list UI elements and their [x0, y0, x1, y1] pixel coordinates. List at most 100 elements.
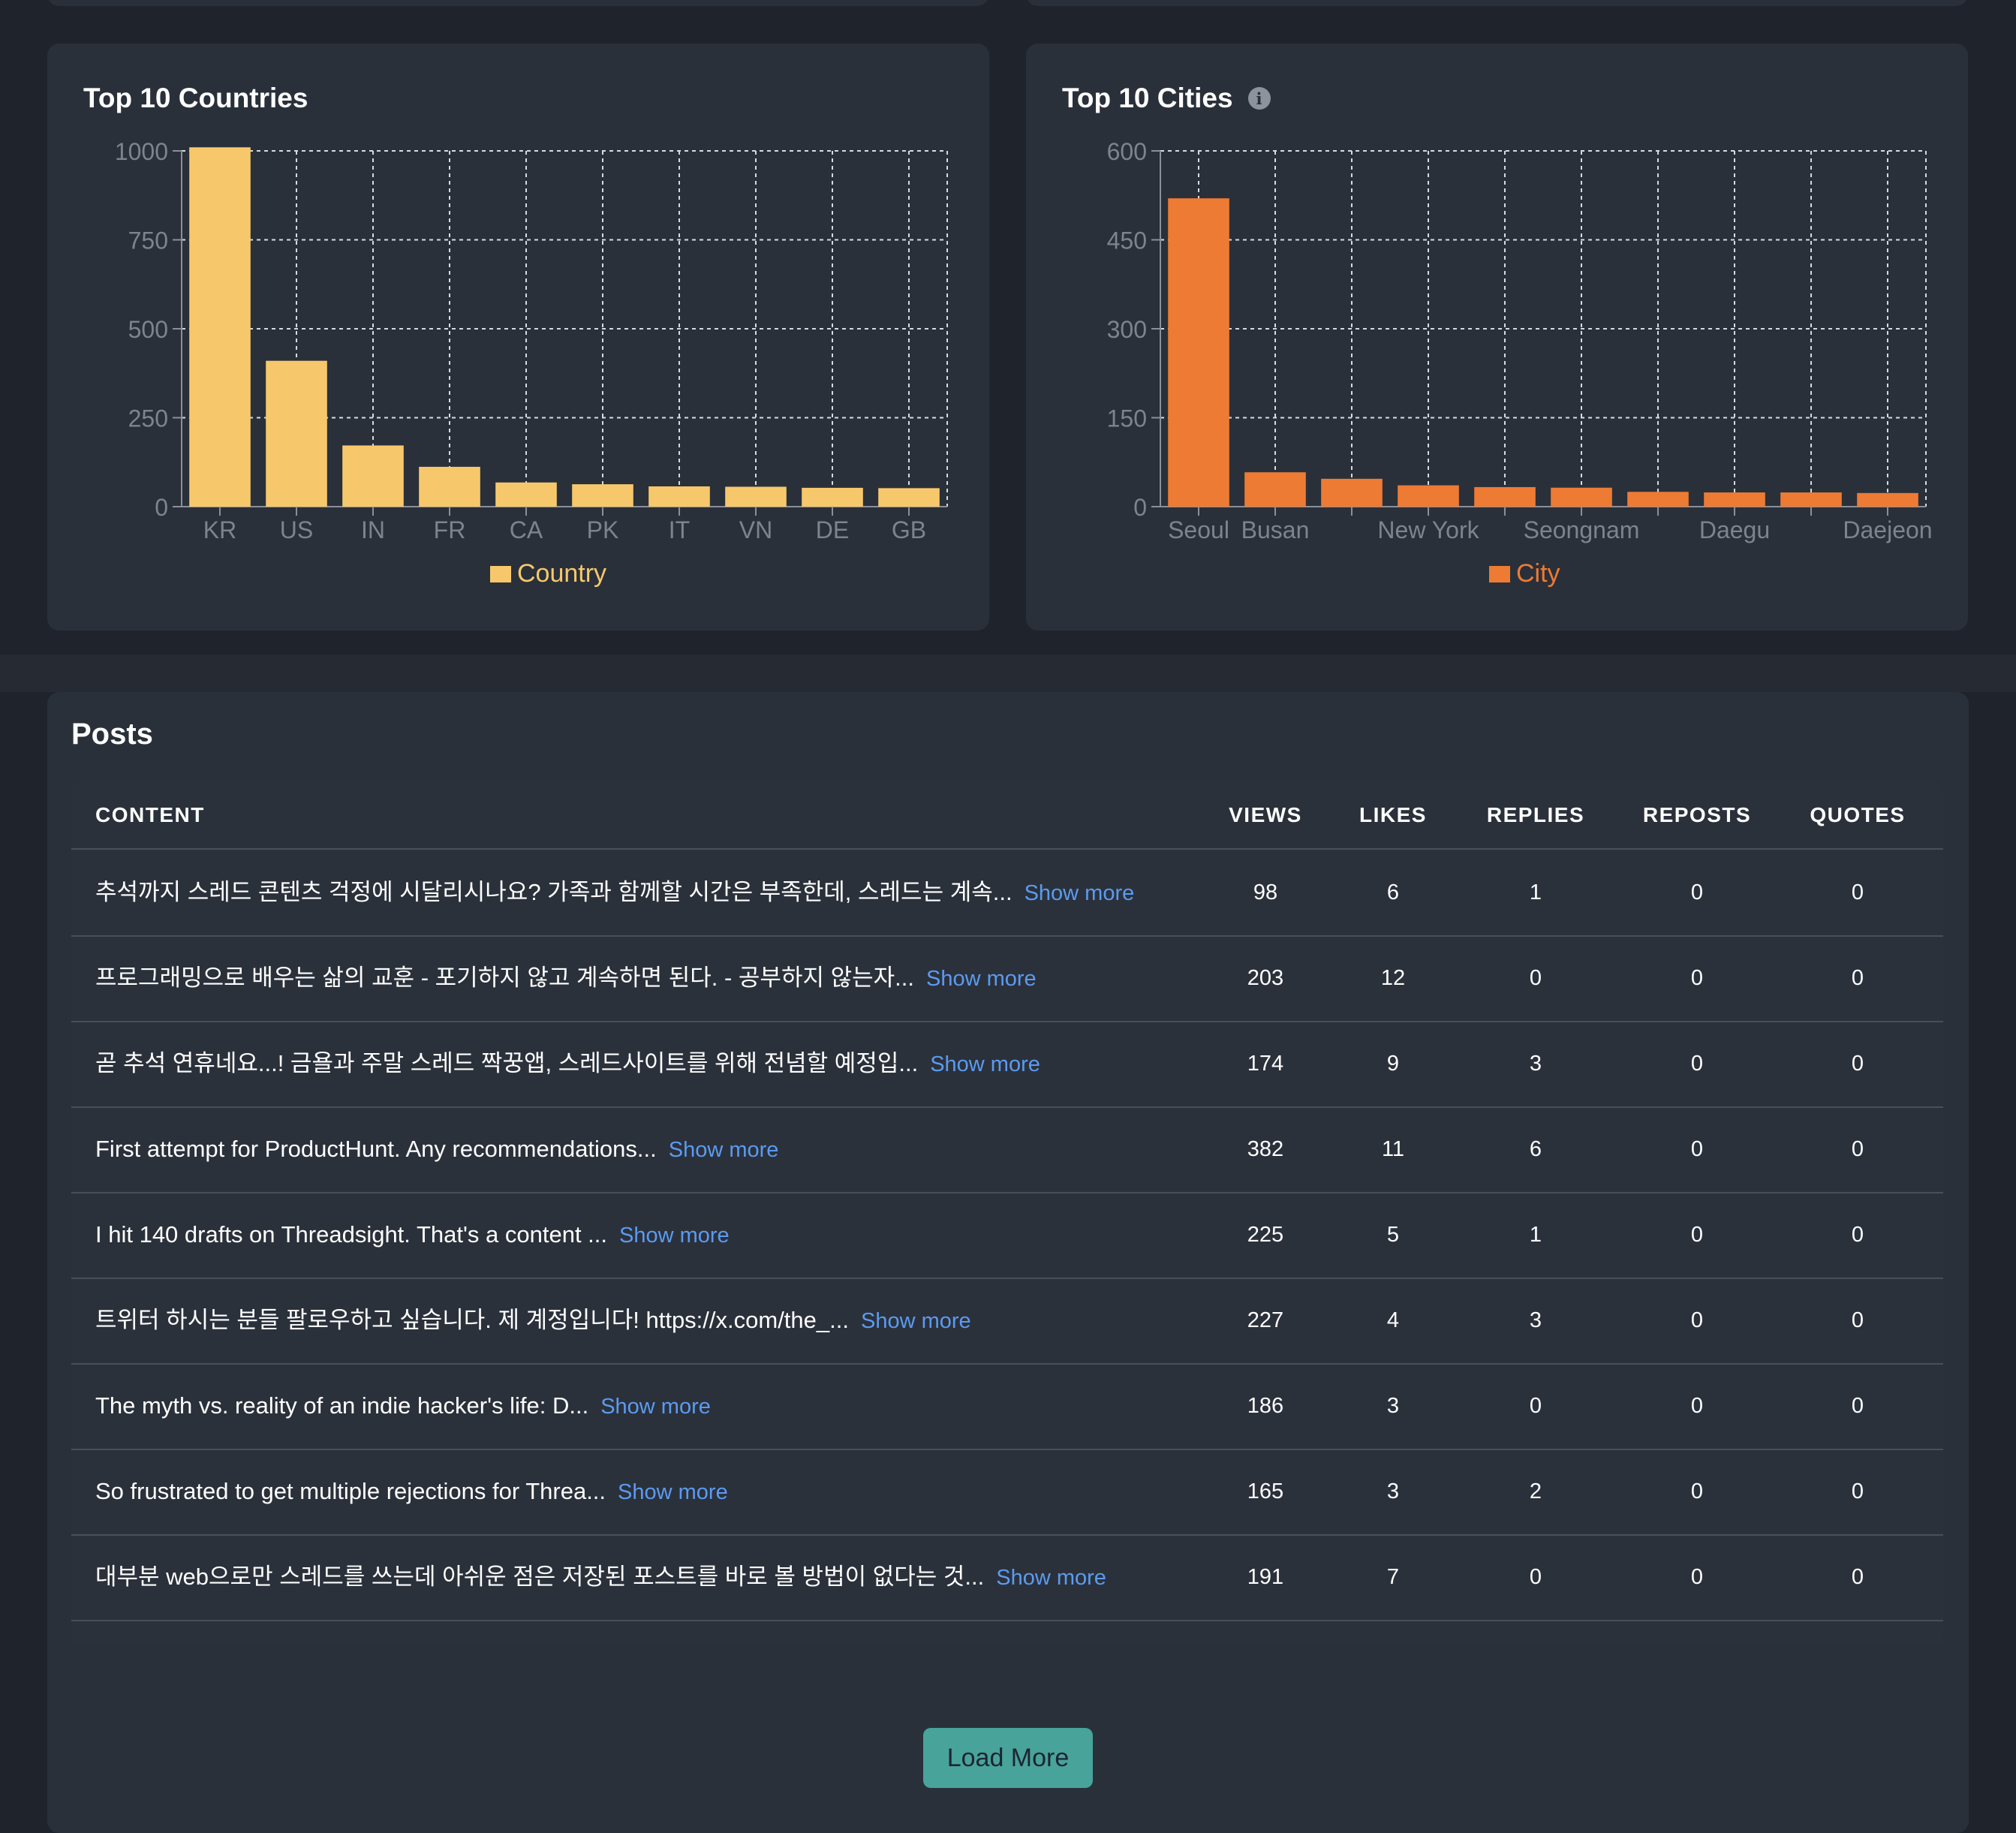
post-replies-value: 2 [1476, 1620, 1596, 1645]
post-content-text: First attempt for ProductHunt. Any recom… [95, 1136, 657, 1162]
post-replies-value: 0 [1529, 966, 1542, 990]
show-more-link[interactable]: Show more [618, 1480, 728, 1504]
cities-x-tick-label: Seoul [1168, 516, 1229, 543]
countries-bar[interactable] [495, 482, 557, 507]
header-reposts[interactable]: REPOSTS [1642, 803, 1752, 826]
table-row[interactable]: 곧 추석 연휴네요...! 금욜과 주말 스레드 짝꿍앱, 스레드사이트를 위해… [71, 1021, 1943, 1108]
countries-x-tick-label: PK [587, 516, 619, 543]
table-row[interactable]: 대부분 web으로만 스레드를 쓰는데 아쉬운 점은 저장된 포스트를 바로 볼… [71, 1534, 1943, 1621]
cities-x-tick-label: Seongnam [1524, 516, 1640, 543]
show-more-link[interactable]: Show more [996, 1566, 1106, 1590]
cities-bar[interactable] [1857, 492, 1918, 507]
load-more-button[interactable]: Load More [923, 1728, 1093, 1788]
cities-legend-swatch[interactable] [1489, 566, 1510, 582]
post-reposts-value: 0 [1690, 1479, 1704, 1503]
post-content-text: 곧 추석 연휴네요...! 금욜과 주말 스레드 짝꿍앱, 스레드사이트를 위해… [95, 1050, 919, 1076]
post-content-cell: So frustrated to get multiple rejections… [95, 1449, 728, 1534]
countries-bar[interactable] [648, 486, 710, 507]
header-quotes[interactable]: QUOTES [1810, 803, 1906, 826]
post-quotes-value: 0 [1851, 1223, 1864, 1247]
cities-legend-label[interactable]: City [1516, 559, 1560, 588]
post-content-text: 대부분 web으로만 스레드를 쓰는데 아쉬운 점은 저장된 포스트를 바로 볼… [95, 1564, 985, 1590]
header-views[interactable]: VIEWS [1229, 803, 1302, 826]
post-content-cell: 곧 추석 연휴네요...! 금욜과 주말 스레드 짝꿍앱, 스레드사이트를 위해… [95, 1021, 1040, 1106]
show-more-link[interactable]: Show more [1024, 881, 1135, 905]
post-likes-value: 3 [1386, 1479, 1400, 1503]
countries-x-tick-label: DE [816, 516, 849, 543]
countries-bar[interactable] [878, 488, 940, 507]
countries-y-tick-label: 500 [128, 316, 168, 343]
countries-bar[interactable] [266, 360, 327, 507]
table-row[interactable]: 추석까지 스레드 콘텐츠 걱정에 시달리시나요? 가족과 함께할 시간은 부족한… [71, 850, 1943, 937]
table-row[interactable]: So frustrated to get multiple rejections… [71, 1449, 1943, 1536]
table-row[interactable]: 메타에서 스레드사이트 공식 운영을 위해 추가로 요구한 문서를 하루 만에 … [71, 1620, 1943, 1645]
post-likes-value: 7 [1386, 1565, 1400, 1589]
countries-bar[interactable] [802, 487, 863, 507]
countries-bar[interactable] [572, 484, 633, 507]
table-row[interactable]: 트위터 하시는 분들 팔로우하고 싶습니다. 제 계정입니다! https://… [71, 1278, 1943, 1365]
post-quotes-value: 0 [1851, 1308, 1864, 1332]
show-more-link[interactable]: Show more [930, 1052, 1040, 1076]
countries-x-tick-label: KR [203, 516, 236, 543]
countries-bar[interactable] [419, 466, 480, 507]
countries-x-tick-label: GB [892, 516, 926, 543]
countries-bar[interactable] [189, 147, 251, 507]
table-row[interactable]: First attempt for ProductHunt. Any recom… [71, 1106, 1943, 1193]
info-icon[interactable]: i [1247, 87, 1271, 110]
cities-bar[interactable] [1551, 487, 1612, 507]
top-cities-bar-chart: 0 150 300 450 600 Seoul Busan New York Seongnam D… [1107, 138, 1933, 588]
table-row[interactable]: I hit 140 drafts on Threadsight. That's … [71, 1192, 1943, 1279]
show-more-link[interactable]: Show more [600, 1395, 711, 1419]
countries-y-tick-label: 250 [128, 405, 168, 432]
top-cities-card: Top 10 Cities i 0 150 300 450 600 Seoul Busan N… [1026, 44, 1968, 631]
cities-bar[interactable] [1780, 492, 1842, 507]
post-likes-value: 3 [1386, 1394, 1400, 1418]
table-row[interactable]: 프로그래밍으로 배우는 삶의 교훈 - 포기하지 않고 계속하면 된다. - 공… [71, 935, 1943, 1022]
header-replies[interactable]: REPLIES [1486, 803, 1585, 826]
cities-bar[interactable] [1168, 198, 1229, 507]
countries-x-tick-label: CA [510, 516, 543, 543]
countries-bar[interactable] [725, 486, 787, 507]
header-content[interactable]: CONTENT [95, 803, 205, 826]
post-content-text: The myth vs. reality of an indie hacker'… [95, 1392, 589, 1419]
post-reposts-value: 0 [1690, 880, 1704, 904]
post-views-value: 227 [1247, 1308, 1284, 1332]
show-more-link[interactable]: Show more [619, 1224, 730, 1248]
post-replies-value: 3 [1529, 1308, 1542, 1332]
section-divider [0, 655, 2016, 692]
cities-y-tick-label: 450 [1107, 227, 1147, 254]
countries-legend-swatch[interactable] [490, 566, 511, 582]
cities-bar[interactable] [1244, 472, 1306, 507]
post-replies-value: 0 [1529, 1394, 1542, 1418]
show-more-link[interactable]: Show more [860, 1309, 971, 1333]
summary-card-right [1026, 0, 1968, 6]
cities-bar[interactable] [1704, 492, 1765, 507]
cities-bar[interactable] [1474, 486, 1536, 507]
cities-bar[interactable] [1398, 485, 1459, 507]
post-views-value: 382 [1247, 1137, 1284, 1161]
show-more-link[interactable]: Show more [926, 967, 1037, 991]
countries-legend-label[interactable]: Country [517, 559, 606, 588]
cities-x-tick-label: Daejeon [1843, 516, 1932, 543]
post-likes-value: 6 [1386, 880, 1400, 904]
post-views-value: 200 [1205, 1620, 1325, 1645]
countries-bar[interactable] [342, 445, 404, 507]
top-cities-title: Top 10 Cities i [1062, 83, 1271, 114]
header-likes[interactable]: LIKES [1359, 803, 1427, 826]
post-reposts-value: 0 [1637, 1620, 1757, 1645]
post-content-cell: First attempt for ProductHunt. Any recom… [95, 1106, 778, 1192]
show-more-link[interactable]: Show more [668, 1138, 779, 1162]
cities-bar[interactable] [1321, 478, 1383, 507]
post-content-text: 추석까지 스레드 콘텐츠 걱정에 시달리시나요? 가족과 함께할 시간은 부족한… [95, 879, 1013, 905]
cities-bar[interactable] [1627, 492, 1689, 507]
post-content-text: So frustrated to get multiple rejections… [95, 1478, 606, 1504]
cities-x-tick-label: Daegu [1699, 516, 1770, 543]
countries-x-tick-label: VN [739, 516, 772, 543]
cities-y-tick-label: 0 [1133, 494, 1147, 521]
post-quotes-value: 0 [1851, 880, 1864, 904]
table-row[interactable]: The myth vs. reality of an indie hacker'… [71, 1363, 1943, 1450]
post-replies-value: 2 [1529, 1479, 1542, 1503]
post-quotes-value: 0 [1798, 1620, 1918, 1645]
post-replies-value: 1 [1529, 1223, 1542, 1247]
post-replies-value: 6 [1529, 1137, 1542, 1161]
